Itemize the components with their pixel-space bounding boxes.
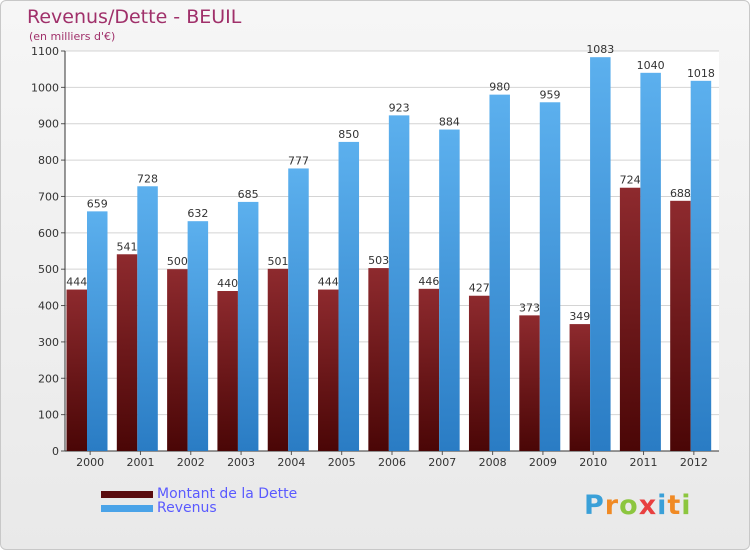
x-tick-label: 2000: [76, 456, 104, 469]
data-label-revenus: 1083: [586, 43, 614, 56]
bar-revenus: [288, 168, 309, 452]
y-tick-label: 1100: [31, 45, 59, 58]
proxiti-logo: Proxiti: [584, 490, 692, 521]
bar-revenus: [187, 221, 209, 451]
bar-revenus: [137, 186, 158, 452]
bar-revenus: [87, 211, 108, 451]
bar-dette: [217, 291, 238, 451]
x-tick-label: 2010: [579, 456, 607, 469]
legend-item-dette: Montant de la Dette: [101, 486, 298, 502]
data-label-dette: 724: [620, 174, 641, 187]
x-tick-label: 2009: [529, 456, 557, 469]
y-tick-label: 400: [38, 300, 59, 313]
data-label-revenus: 1018: [687, 67, 715, 80]
x-tick-label: 2006: [378, 456, 406, 469]
labels-layer: 0 100 200 300 400 500 600 700 800 900 1000 1100 444 6…: [31, 43, 715, 469]
legend-swatch-dette: [101, 490, 153, 498]
bar-revenus: [489, 94, 510, 452]
chart-title: Revenus/Dette - BEUIL: [27, 6, 242, 28]
bar-revenus: [539, 102, 561, 451]
bar-dette: [418, 288, 440, 451]
y-tick-label: 300: [38, 336, 59, 349]
data-label-revenus: 685: [238, 188, 259, 201]
data-label-revenus: 850: [338, 128, 359, 141]
data-label-revenus: 777: [288, 154, 309, 167]
bar-dette: [670, 200, 691, 451]
bar-dette: [468, 295, 490, 451]
y-tick-label: 600: [38, 227, 59, 240]
x-tick-label: 2011: [630, 456, 658, 469]
legend: Montant de la Dette Revenus: [101, 486, 298, 516]
data-label-dette: 501: [267, 255, 288, 268]
data-label-revenus: 632: [187, 207, 208, 220]
bar-dette: [116, 254, 138, 451]
bar-revenus: [338, 141, 360, 451]
legend-swatch-revenus: [101, 504, 153, 512]
data-label-dette: 444: [66, 276, 87, 289]
y-tick-label: 500: [38, 263, 59, 276]
logo-letter: i: [657, 490, 668, 521]
logo-letter: o: [619, 490, 639, 521]
bar-dette: [569, 324, 591, 451]
bars-layer: [66, 57, 712, 452]
data-label-revenus: 659: [87, 197, 108, 210]
bar-dette: [318, 289, 339, 451]
bar-dette: [619, 187, 641, 451]
bar-revenus: [388, 115, 410, 451]
bar-revenus: [439, 129, 460, 451]
logo-letter: x: [638, 490, 658, 521]
bar-revenus: [590, 57, 611, 451]
bar-dette: [66, 289, 87, 451]
bar-revenus: [640, 72, 661, 452]
data-label-revenus: 959: [540, 88, 561, 101]
legend-item-revenus: Revenus: [101, 500, 297, 516]
x-tick-label: 2002: [177, 456, 205, 469]
logo-letter: P: [584, 490, 605, 521]
y-tick-label: 200: [38, 372, 59, 385]
y-tick-label: 800: [38, 154, 59, 167]
bar-revenus: [690, 80, 712, 452]
data-label-revenus: 1040: [637, 59, 665, 72]
bar-dette: [167, 269, 188, 451]
legend-label-revenus: Revenus: [157, 500, 217, 516]
data-label-dette: 688: [670, 187, 691, 200]
bar-revenus: [237, 201, 259, 451]
data-label-revenus: 728: [137, 172, 158, 185]
bar-dette: [519, 315, 540, 451]
y-tick-label: 100: [38, 409, 59, 422]
x-tick-label: 2005: [328, 456, 356, 469]
y-tick-label: 900: [38, 118, 59, 131]
data-label-dette: 500: [167, 255, 188, 268]
logo-letter: i: [681, 490, 692, 521]
logo-letter: r: [604, 490, 620, 521]
x-tick-label: 2012: [680, 456, 708, 469]
data-label-revenus: 923: [389, 101, 410, 114]
x-tick-label: 2004: [277, 456, 305, 469]
data-label-dette: 373: [519, 301, 540, 314]
data-label-dette: 440: [217, 277, 238, 290]
chart-subtitle: (en milliers d'€): [29, 30, 116, 43]
data-label-revenus: 980: [489, 81, 510, 94]
data-label-dette: 446: [418, 275, 439, 288]
data-label-dette: 349: [569, 310, 590, 323]
data-label-dette: 503: [368, 254, 389, 267]
data-label-dette: 444: [318, 276, 339, 289]
y-tick-label: 1000: [31, 81, 59, 94]
y-tick-label: 700: [38, 190, 59, 203]
bar-dette: [368, 268, 389, 451]
x-tick-label: 2007: [428, 456, 456, 469]
legend-label-dette: Montant de la Dette: [157, 486, 298, 502]
bar-dette: [267, 268, 289, 451]
y-tick-label: 0: [52, 445, 59, 458]
x-tick-label: 2008: [479, 456, 507, 469]
data-label-dette: 427: [469, 282, 490, 295]
x-tick-label: 2003: [227, 456, 255, 469]
data-label-dette: 541: [117, 240, 138, 253]
data-label-revenus: 884: [439, 116, 460, 129]
logo-letter: t: [667, 490, 682, 521]
x-tick-label: 2001: [126, 456, 154, 469]
